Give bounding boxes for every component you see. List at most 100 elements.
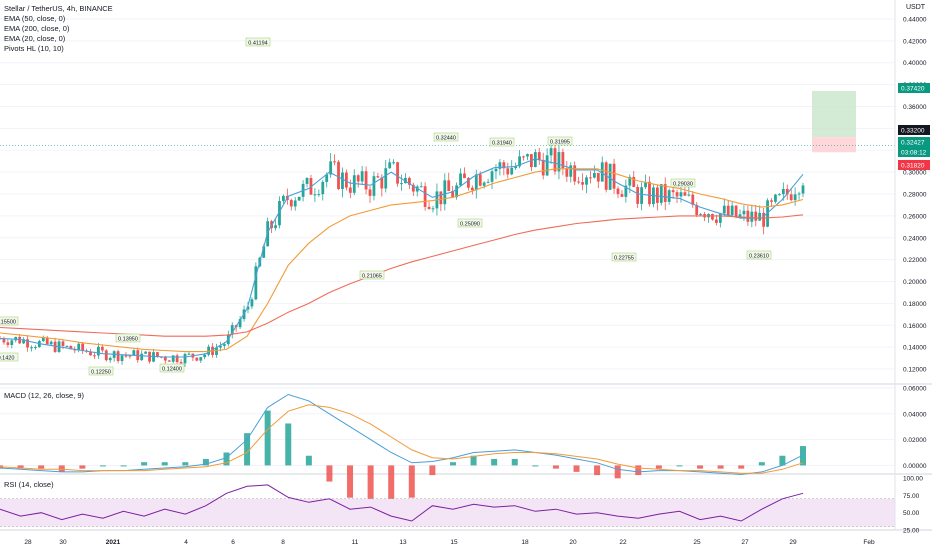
pivot-label-box [489,137,515,147]
pivot-label-box [0,316,19,326]
candle-body [14,336,18,341]
rsi-tick-label: 100.00 [903,476,923,483]
candle-body [120,355,124,362]
pivot-label: 0.13950 [115,333,141,343]
currency-label: USDT [906,4,926,11]
pivot-label: 0.41194 [245,37,271,47]
candle-body [722,205,726,214]
pivot-labels: 0.15500 0.1420 0.12250 0.13950 0.12400 0.4119… [0,37,772,376]
ema20-legend[interactable]: EMA (20, close, 0) [4,34,66,43]
candle-body [156,352,159,357]
candle-body [659,184,663,203]
macd-histogram-bar [326,465,333,482]
pivot-label-box [611,252,637,262]
candle-body [128,355,132,357]
time-tick-label: 2021 [106,539,121,546]
pivots-legend[interactable]: Pivots HL (10, 10) [4,44,64,53]
macd-histogram-bar [717,465,724,469]
macd-tick-label: 0.06000 [903,386,927,393]
candle-body [585,177,588,185]
ema50-legend[interactable]: EMA (50, close, 0) [4,14,66,23]
macd-histogram-bar [79,465,86,469]
candle-body [61,341,65,346]
candle-body [738,214,742,218]
price-tick-label: 0.24000 [903,235,927,242]
candlestick-series [0,140,805,367]
candle-body [171,355,175,362]
candle-body [104,350,108,361]
time-axis: 28 30 2021 4 6 8 11 13 15 18 20 22 25 27 29 Feb [24,539,875,546]
candle-body [526,154,529,157]
rsi-tick-label: 75.00 [903,493,920,500]
candle-body [624,185,628,197]
candle-body [746,210,750,222]
candle-body [37,341,41,348]
candle-body [222,344,226,346]
pivot-label-box [457,218,483,228]
candle-body [30,347,33,349]
stop-loss-zone [812,137,856,153]
macd-tick-label: 0.02000 [903,437,927,444]
pivot-label-text: 0.23610 [749,254,769,260]
pivot-label-box [670,178,696,188]
pivot-label: 0.15500 [0,316,19,326]
macd-histogram-bar [697,465,704,469]
candle-body [93,355,96,357]
pivot-label: 0.23610 [746,250,772,260]
time-tick-label: 4 [184,539,188,546]
candle-body [427,206,431,209]
candle-body [561,152,565,169]
price-tag-box [898,147,930,157]
price-tag: 0.32427 [898,137,930,147]
candle-body [514,166,518,168]
price-tick-label: 0.12000 [903,367,927,374]
price-tags: 0.37420 0.33200 0.32427 03:08:12 0.31820 [898,83,930,170]
candle-body [715,219,718,223]
candle-body [718,213,722,223]
macd-histogram-bar [758,462,765,466]
candle-body [313,194,317,196]
candle-body [364,171,368,190]
ema200-legend[interactable]: EMA (200, close, 0) [4,24,70,33]
candle-body [360,171,364,182]
price-tag: 0.37420 [898,83,930,93]
candle-body [400,183,403,185]
candle-body [655,187,659,203]
macd-histogram-bar [367,465,374,505]
candle-body [675,192,679,197]
candle-body [687,194,691,196]
candle-body [116,351,120,362]
macd-histogram-bar [738,465,745,469]
pivot-label-text: 0.32440 [436,136,456,142]
price-tick-label: 0.30000 [903,170,927,177]
candle-body [750,211,754,222]
macd-tick-label: 0.04000 [903,411,927,418]
candle-body [262,246,266,258]
candle-body [478,174,482,186]
candle-body [407,177,411,185]
macd-legend[interactable]: MACD (12, 26, close, 9) [4,391,84,401]
candle-body [305,177,309,184]
candle-body [65,345,69,347]
rsi-legend[interactable]: RSI (14, close) [4,480,54,490]
price-tag-box [898,137,930,147]
price-tag: 03:08:12 [898,147,930,157]
candle-body [742,210,746,215]
macd-histogram-bar [532,465,539,467]
candle-body [734,205,738,218]
pivot-label-box [88,366,114,376]
candle-body [667,190,671,202]
candle-body [282,195,285,201]
macd-histogram-bar [244,433,251,466]
candle-body [789,194,793,201]
time-tick-label: 15 [450,539,458,546]
price-tag-box [898,83,930,93]
candle-body [565,168,569,177]
candle-body [589,177,592,179]
symbol-title[interactable]: Stellar / TetherUS, 4h, BINANCE [4,4,113,13]
candle-body [18,336,22,344]
candle-body [203,354,207,358]
candle-body [498,162,502,169]
candle-body [179,362,183,364]
